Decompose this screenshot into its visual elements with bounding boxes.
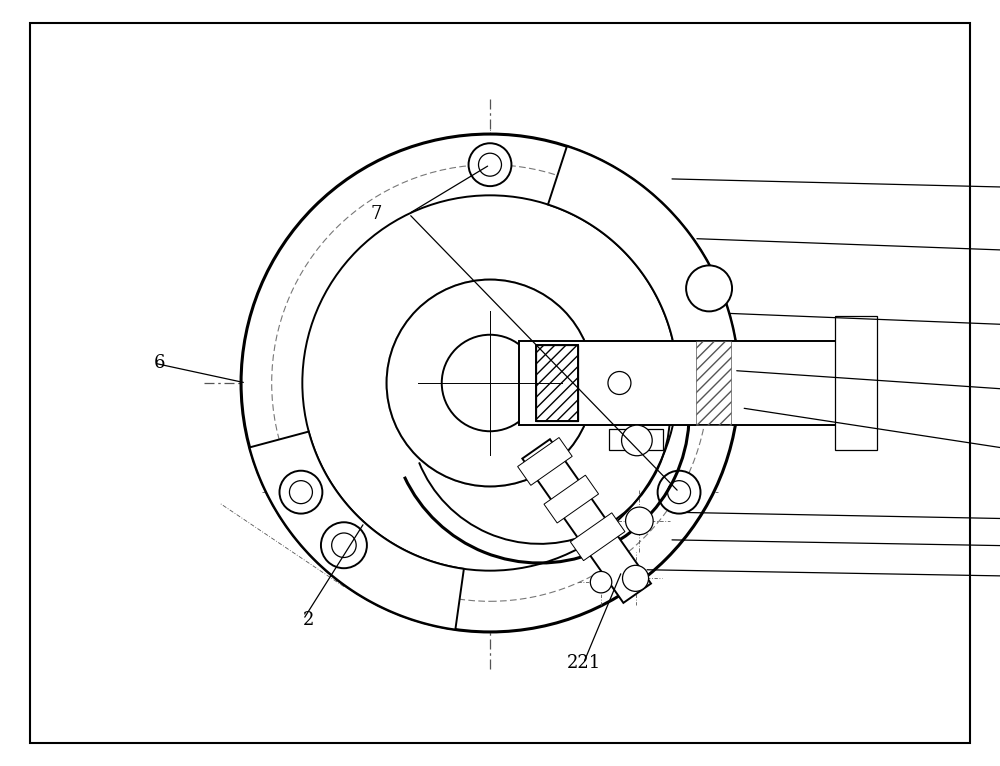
- Polygon shape: [544, 475, 599, 523]
- Text: 2: 2: [303, 611, 315, 628]
- Circle shape: [686, 266, 732, 312]
- Circle shape: [623, 565, 649, 591]
- Text: 6: 6: [154, 354, 165, 372]
- Polygon shape: [518, 437, 572, 486]
- Text: 7: 7: [371, 205, 382, 223]
- Circle shape: [321, 522, 367, 568]
- Bar: [609, 429, 630, 450]
- Bar: [536, 345, 578, 421]
- Circle shape: [442, 335, 538, 431]
- Polygon shape: [548, 146, 739, 404]
- Circle shape: [241, 134, 739, 632]
- Bar: [519, 341, 877, 425]
- Circle shape: [658, 471, 701, 514]
- Circle shape: [608, 372, 631, 394]
- Bar: [536, 345, 578, 421]
- Polygon shape: [250, 431, 464, 630]
- Circle shape: [279, 470, 322, 514]
- Circle shape: [590, 571, 612, 593]
- Bar: [835, 316, 877, 450]
- Text: 221: 221: [566, 654, 601, 672]
- Bar: [696, 341, 731, 425]
- Polygon shape: [570, 512, 625, 561]
- Bar: [641, 429, 663, 450]
- Circle shape: [469, 143, 511, 186]
- Polygon shape: [522, 439, 651, 603]
- Circle shape: [626, 507, 653, 535]
- Circle shape: [387, 280, 593, 486]
- Circle shape: [622, 425, 652, 456]
